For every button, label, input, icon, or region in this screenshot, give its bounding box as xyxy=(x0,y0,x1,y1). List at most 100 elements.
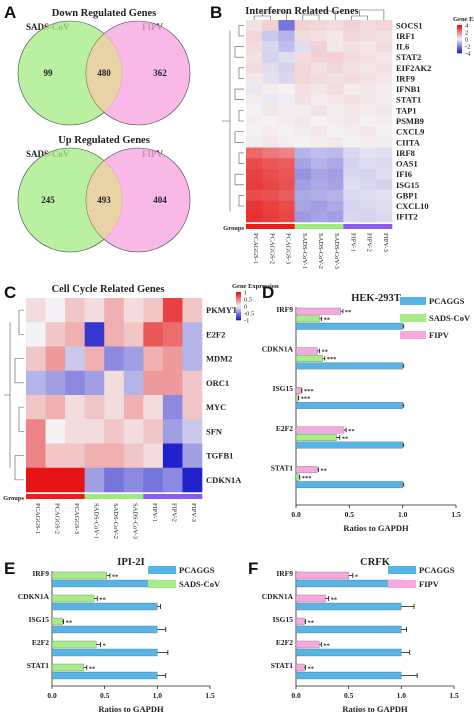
heatmap-cell xyxy=(182,467,203,493)
gene-label: CIITA xyxy=(396,137,421,147)
heatmap-cell xyxy=(278,200,295,212)
legend-swatch xyxy=(236,301,241,304)
legend-swatch xyxy=(236,307,241,310)
significance-label: ** xyxy=(323,643,330,650)
heatmap-cell xyxy=(375,41,393,53)
sample-label: FIPV-2 xyxy=(366,233,373,252)
legend-tick: -2 xyxy=(465,44,470,51)
chart-title: IPI-2I xyxy=(117,557,144,568)
bar xyxy=(51,571,107,580)
x-tick-label: 1.0 xyxy=(153,691,163,700)
heatmap-cell xyxy=(294,168,312,180)
legend-swatch xyxy=(457,34,462,37)
heatmap-cell xyxy=(327,94,344,106)
heatmap-cell xyxy=(375,30,393,42)
bar xyxy=(295,671,402,680)
heatmap-cell xyxy=(262,94,279,106)
bar xyxy=(51,671,158,680)
error-bar xyxy=(299,474,301,480)
heatmap-cell xyxy=(278,20,295,31)
gene-label: TGFB1 xyxy=(206,451,233,461)
heatmap-cell xyxy=(278,105,295,116)
legend-tick: 4 xyxy=(465,23,469,30)
heatmap-cell xyxy=(310,51,328,63)
error-bar xyxy=(304,619,306,624)
significance-label: ** xyxy=(345,309,352,316)
heatmap-cell xyxy=(162,346,183,372)
bar xyxy=(295,571,349,580)
legend-swatch xyxy=(457,47,462,50)
venn-both-count: 493 xyxy=(97,195,111,205)
heatmap-cell xyxy=(84,322,105,347)
gene-label: IRF1 xyxy=(396,31,415,41)
heatmap-cell xyxy=(278,211,295,223)
legend-swatch xyxy=(236,296,241,298)
heatmap-cell xyxy=(162,322,183,347)
sample-label: SADS-CoV-1 xyxy=(92,503,99,539)
heatmap-cell xyxy=(343,115,360,127)
heatmap-cell xyxy=(262,41,279,53)
gene-label: GBP1 xyxy=(396,190,418,200)
bar xyxy=(295,648,402,657)
heatmap-cell xyxy=(278,73,295,85)
legend-swatch xyxy=(236,317,241,319)
x-tick-label: 0.0 xyxy=(291,510,301,519)
heatmap-cell xyxy=(45,298,66,323)
heatmap-cell xyxy=(262,147,279,159)
heatmap-cell xyxy=(162,467,183,493)
heatmap-cell xyxy=(246,168,263,180)
heatmap-cell xyxy=(123,322,144,347)
group-strip-cell xyxy=(162,494,183,499)
legend-swatch xyxy=(236,297,241,300)
heatmap-cell xyxy=(310,20,328,31)
legend-tick: -4 xyxy=(465,51,471,58)
gene-label: STAT1 xyxy=(271,463,293,472)
heatmap-cell xyxy=(310,200,328,212)
gene-label: CXCL9 xyxy=(396,127,424,137)
bar xyxy=(51,663,84,672)
heatmap-cell xyxy=(143,443,164,469)
heatmap-cell xyxy=(278,62,295,74)
heatmap-cell xyxy=(310,126,328,138)
legend-swatch xyxy=(457,33,462,36)
legend-swatch xyxy=(236,315,241,318)
bar xyxy=(295,426,345,434)
sample-label: SADS-CoV-3 xyxy=(333,233,340,269)
bar xyxy=(51,579,158,588)
heatmap-cell xyxy=(375,190,393,202)
heatmap-cell xyxy=(123,395,144,420)
bar-chart-crfk: CRFK 0.0 0.5 1.0 1.5 Ratios to GAPDH IRF9 * CDKN… xyxy=(262,557,459,714)
bar xyxy=(295,362,403,370)
sample-label: FIPV-2 xyxy=(171,503,178,522)
group-strip-cell xyxy=(327,224,344,229)
heatmap-cell xyxy=(359,147,377,159)
heatmap-cell xyxy=(327,115,344,127)
heatmap-cell xyxy=(310,179,328,191)
error-bar xyxy=(401,627,407,632)
heatmap-cell xyxy=(65,298,85,323)
heatmap-cell xyxy=(327,168,344,180)
legend-swatch xyxy=(236,318,241,321)
gene-label: ISG15 xyxy=(29,615,50,624)
heatmap-b-title: Interferon Related Genes xyxy=(245,6,359,17)
heatmap-cell xyxy=(262,190,279,202)
heatmap-cell xyxy=(294,179,312,191)
heatmap-cell xyxy=(294,51,312,63)
heatmap-cell xyxy=(246,211,263,223)
heatmap-cell xyxy=(310,105,328,116)
heatmap-cell xyxy=(359,168,377,180)
heatmap-cell xyxy=(246,83,263,95)
heatmap-cell xyxy=(278,94,295,106)
heatmap-cell xyxy=(375,200,393,212)
heatmap-cell xyxy=(84,298,105,323)
bar xyxy=(295,394,299,402)
heatmap-cell xyxy=(375,211,393,223)
heatmap-cell xyxy=(123,346,144,372)
heatmap-cell xyxy=(375,147,393,159)
heatmap-cell xyxy=(310,115,328,127)
significance-label: *** xyxy=(302,475,312,482)
heatmap-cell xyxy=(294,30,312,42)
heatmap-cell xyxy=(246,41,263,53)
error-bar xyxy=(325,596,330,601)
heatmap-cell xyxy=(45,395,66,420)
